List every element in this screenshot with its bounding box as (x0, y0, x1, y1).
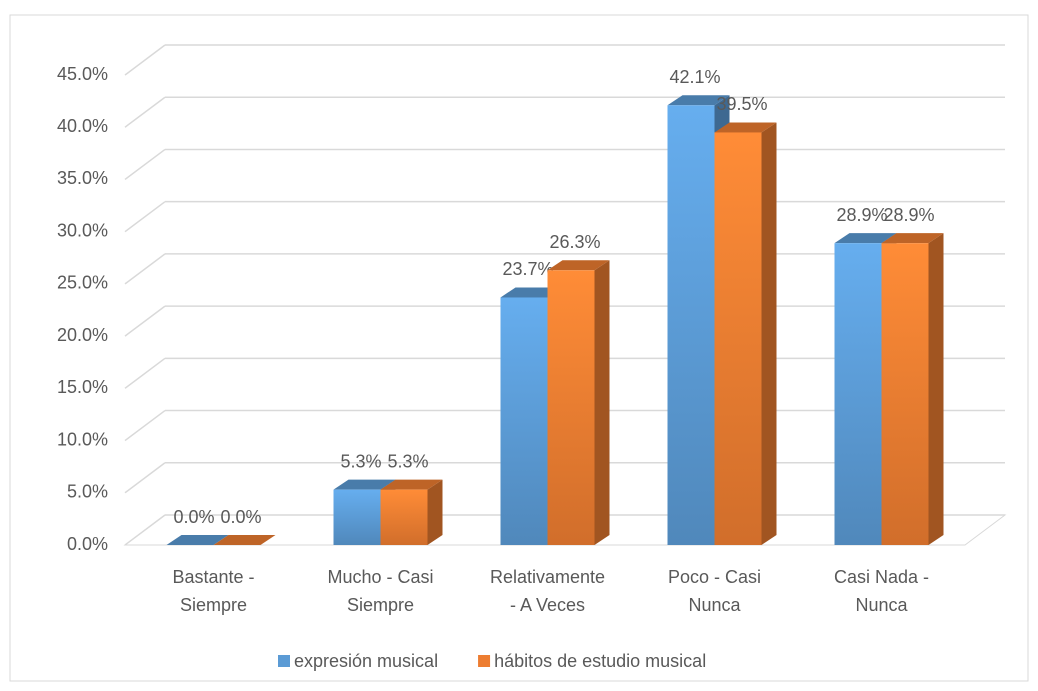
value-label: 5.3% (340, 451, 381, 471)
grid-line-side (124, 462, 166, 494)
y-tick-label: 0.0% (67, 534, 108, 554)
bar-front (500, 297, 548, 545)
x-tick-label: Siempre (347, 595, 414, 615)
x-tick-label: Nunca (688, 595, 741, 615)
value-label: 28.9% (883, 205, 934, 225)
bar (213, 535, 276, 545)
value-label: 5.3% (387, 451, 428, 471)
legend-label: expresión musical (294, 651, 438, 671)
bar-front (714, 132, 762, 545)
bar (547, 260, 610, 545)
bar-front (881, 243, 929, 545)
y-tick-label: 25.0% (57, 273, 108, 293)
bar-front (667, 105, 715, 546)
grid-line-side (124, 44, 166, 76)
value-label: 23.7% (502, 259, 553, 279)
value-label: 0.0% (220, 507, 261, 527)
y-tick-label: 45.0% (57, 64, 108, 84)
value-label: 42.1% (669, 67, 720, 87)
bar-front (834, 243, 882, 545)
grid-line-side (124, 409, 166, 442)
bar-top (500, 287, 563, 298)
bar-side (427, 479, 443, 545)
y-tick-label: 35.0% (57, 168, 108, 188)
value-label: 39.5% (716, 94, 767, 114)
legend-label: hábitos de estudio musical (494, 651, 706, 671)
y-tick-label: 30.0% (57, 220, 108, 240)
bar-side (761, 122, 777, 545)
grid-line-side (124, 201, 166, 233)
bar (166, 535, 229, 545)
legend-swatch (278, 655, 290, 667)
bar-side (928, 233, 944, 545)
bar-top (834, 233, 897, 244)
grid-line-side (124, 96, 166, 128)
x-tick-label: Nunca (855, 595, 908, 615)
x-tick-label: - A Veces (510, 595, 585, 615)
bar-top (667, 95, 730, 106)
y-tick-label: 10.0% (57, 429, 108, 449)
x-tick-label: Siempre (180, 595, 247, 615)
value-label: 26.3% (549, 232, 600, 252)
bar-front (380, 489, 428, 545)
bar-top (714, 122, 777, 133)
bar-top (213, 535, 276, 545)
grid-line-side (124, 148, 166, 181)
bar-top (166, 535, 229, 545)
bar (881, 233, 944, 545)
bar-top (380, 479, 443, 490)
y-tick-label: 15.0% (57, 377, 108, 397)
bar-top (333, 479, 396, 490)
bar-top (881, 233, 944, 244)
bar-front (333, 489, 381, 545)
value-label: 28.9% (836, 205, 887, 225)
x-tick-label: Poco - Casi (668, 567, 761, 587)
x-tick-label: Casi Nada - (834, 567, 929, 587)
x-tick-label: Relativamente (490, 567, 605, 587)
bar-front (547, 270, 595, 545)
bar-top (547, 260, 610, 271)
x-tick-label: Bastante - (172, 567, 254, 587)
grid-line-side (124, 305, 166, 337)
value-label: 0.0% (173, 507, 214, 527)
legend-swatch (478, 655, 491, 667)
grid-line-side (124, 357, 166, 389)
grid-line-side (124, 253, 166, 285)
y-tick-label: 5.0% (67, 482, 108, 502)
bar (380, 479, 443, 545)
y-tick-label: 40.0% (57, 116, 108, 136)
bar-side (594, 260, 610, 545)
bar (714, 122, 777, 545)
x-tick-label: Mucho - Casi (327, 567, 433, 587)
y-tick-label: 20.0% (57, 325, 108, 345)
